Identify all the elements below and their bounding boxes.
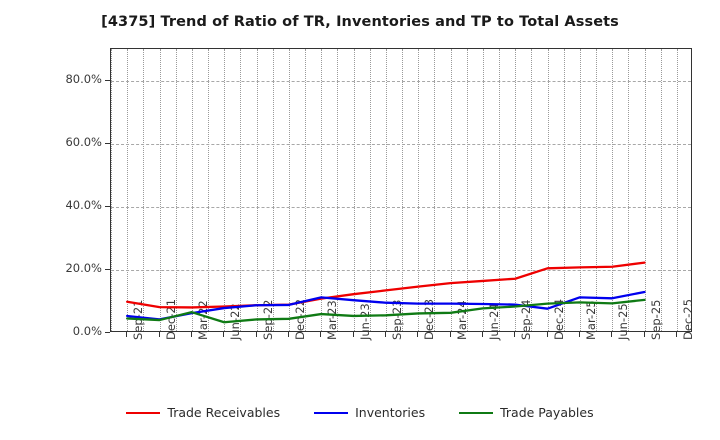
chart-legend: Trade Receivables Inventories Trade Payabl…: [0, 405, 720, 420]
legend-item-label: Trade Payables: [500, 405, 594, 420]
x-axis-tick-mark: [320, 332, 322, 337]
legend-item-label: Inventories: [355, 405, 426, 420]
gridline-horizontal: [111, 206, 691, 208]
y-axis-tick-mark: [105, 268, 110, 270]
x-axis-tick-mark: [352, 332, 354, 337]
gridline-vertical: [644, 49, 646, 331]
legend-color-swatch: [126, 411, 161, 414]
gridline-vertical: [321, 49, 323, 331]
y-axis-tick-mark: [105, 79, 110, 81]
gridline-vertical: [418, 49, 420, 331]
series-line: [126, 298, 646, 324]
gridline-vertical-minor: [466, 49, 468, 331]
gridline-vertical: [579, 49, 581, 331]
x-axis-tick-mark: [514, 332, 516, 337]
gridline-vertical: [191, 49, 193, 331]
gridline-vertical: [515, 49, 517, 331]
x-axis-tick-mark: [158, 332, 160, 337]
x-axis-tick-mark: [417, 332, 419, 337]
x-axis-tick-mark: [384, 332, 386, 337]
x-axis-tick-mark: [578, 332, 580, 337]
plot-area: [110, 48, 692, 332]
gridline-vertical-minor: [628, 49, 630, 331]
gridline-vertical: [676, 49, 678, 331]
y-axis-tick-mark: [105, 205, 110, 207]
x-axis-tick-mark: [643, 332, 645, 337]
x-axis-tick-mark: [190, 332, 192, 337]
gridline-vertical-minor: [208, 49, 209, 331]
gridline-vertical: [159, 49, 161, 331]
y-axis-tick-label: 0.0%: [72, 324, 102, 338]
gridline-vertical-minor: [337, 49, 339, 331]
gridline-vertical-minor: [596, 49, 597, 331]
chart-title: [4375] Trend of Ratio of TR, Inventories…: [101, 14, 619, 30]
series-lines: [126, 261, 646, 324]
x-axis-tick-mark: [675, 332, 677, 337]
x-axis-tick-mark: [449, 332, 451, 337]
gridline-vertical: [612, 49, 614, 331]
gridline-vertical: [482, 49, 484, 331]
gridline-vertical: [256, 49, 258, 331]
gridline-vertical-minor: [305, 49, 306, 331]
gridline-vertical-minor: [369, 49, 371, 331]
x-axis-tick-mark: [287, 332, 289, 337]
y-axis-tick-mark: [105, 142, 110, 144]
gridline-vertical-minor: [240, 49, 242, 331]
gridline-vertical-minor: [531, 49, 533, 331]
gridline-vertical: [547, 49, 549, 331]
legend-color-swatch: [314, 411, 349, 414]
legend-item-label: Trade Receivables: [167, 405, 281, 420]
x-axis-tick-mark: [255, 332, 257, 337]
legend-color-swatch: [459, 411, 494, 414]
y-axis-tick-label: 20.0%: [65, 260, 102, 275]
y-axis-tick-label: 80.0%: [65, 71, 102, 86]
x-axis-tick-mark: [126, 332, 128, 337]
series-line: [126, 290, 646, 321]
gridline-vertical-minor: [499, 49, 500, 331]
gridline-vertical-minor: [402, 49, 403, 331]
x-axis-tick-mark: [223, 332, 225, 337]
gridline-vertical-minor: [660, 49, 662, 331]
gridline-vertical-minor: [434, 49, 436, 331]
gridline-vertical-minor: [111, 49, 112, 331]
x-axis-tick-mark: [611, 332, 613, 337]
x-axis-tick-mark: [546, 332, 548, 337]
legend-item[interactable]: Trade Payables: [459, 405, 594, 420]
gridline-vertical: [127, 49, 129, 331]
gridline-horizontal: [111, 143, 691, 145]
gridline-vertical-minor: [563, 49, 565, 331]
gridline-vertical: [353, 49, 355, 331]
legend-item[interactable]: Inventories: [314, 405, 425, 420]
gridline-horizontal: [111, 80, 691, 82]
gridline-vertical: [288, 49, 290, 331]
series-line: [126, 261, 646, 309]
y-axis-tick-label: 40.0%: [65, 197, 102, 212]
gridline-vertical-minor: [272, 49, 274, 331]
legend-item[interactable]: Trade Receivables: [126, 405, 280, 420]
gridline-horizontal: [111, 269, 691, 271]
gridline-vertical: [224, 49, 226, 331]
y-axis-tick-mark: [105, 332, 110, 333]
x-axis-tick-mark: [481, 332, 483, 337]
gridline-vertical: [385, 49, 387, 331]
gridline-vertical: [450, 49, 452, 331]
gridline-vertical-minor: [175, 49, 177, 331]
gridline-vertical-minor: [143, 49, 145, 331]
y-axis-tick-label: 60.0%: [65, 134, 102, 149]
